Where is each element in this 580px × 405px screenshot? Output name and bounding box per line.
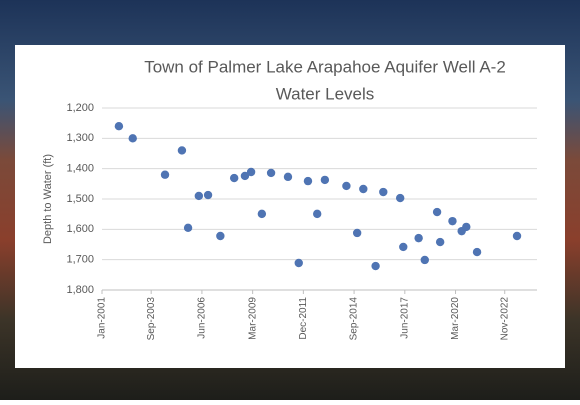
y-tick-label: 1,200 (66, 102, 94, 114)
data-point (194, 191, 204, 201)
data-point (371, 261, 380, 271)
x-tick-label: Jan-2001 (97, 297, 108, 339)
y-tick-label: 1,600 (66, 223, 94, 235)
data-point (257, 209, 267, 219)
data-point (512, 231, 522, 241)
data-point (342, 181, 351, 191)
data-point (359, 184, 368, 194)
data-point (448, 216, 457, 226)
data-point (414, 233, 423, 243)
x-tick-label: Dec-2011 (298, 297, 309, 340)
x-tick-label: Sep-2003 (146, 297, 157, 341)
data-point (240, 171, 250, 181)
x-tick-label: Jun-2006 (197, 297, 208, 339)
data-point (462, 222, 471, 232)
data-point (312, 209, 322, 219)
data-point (160, 170, 170, 179)
data-point (399, 242, 408, 252)
data-point (183, 223, 193, 233)
x-tick-label: Nov-2022 (499, 297, 510, 341)
data-point (420, 255, 429, 265)
plot-area: 1,200 1,300 1,400 1,500 1,600 1,700 1,800Jan-2… (66, 102, 537, 340)
data-point (303, 176, 313, 186)
data-point (177, 146, 187, 155)
data-point (320, 175, 330, 185)
data-point (266, 168, 276, 178)
data-point (216, 231, 225, 241)
data-point (472, 247, 482, 257)
data-point (379, 187, 388, 197)
x-tick-label: Mar-2020 (450, 297, 461, 340)
y-tick-label: 1,800 (66, 284, 94, 296)
x-tick-label: Mar-2009 (247, 297, 258, 340)
data-point (435, 237, 445, 247)
data-point (114, 122, 124, 131)
data-point (229, 173, 239, 183)
chart-title: Town of Palmer Lake Arapahoe Aquifer Wel… (144, 57, 506, 76)
data-point (432, 207, 442, 217)
data-point (294, 258, 303, 268)
y-tick-label: 1,700 (66, 254, 94, 266)
data-point (395, 193, 405, 203)
x-tick-label: Jun-2017 (399, 297, 410, 339)
y-tick-label: 1,500 (66, 193, 94, 205)
data-point (246, 167, 256, 177)
chart-panel (15, 45, 565, 368)
y-tick-label: 1,300 (66, 132, 94, 144)
data-point (283, 172, 293, 182)
data-point (352, 228, 362, 238)
y-tick-label: 1,400 (66, 163, 94, 175)
data-point (128, 134, 137, 143)
x-tick-label: Sep-2014 (349, 297, 360, 341)
data-point (203, 190, 213, 200)
chart-title: Water Levels (276, 84, 375, 103)
y-axis-label: Depth to Water (ft) (42, 154, 54, 244)
